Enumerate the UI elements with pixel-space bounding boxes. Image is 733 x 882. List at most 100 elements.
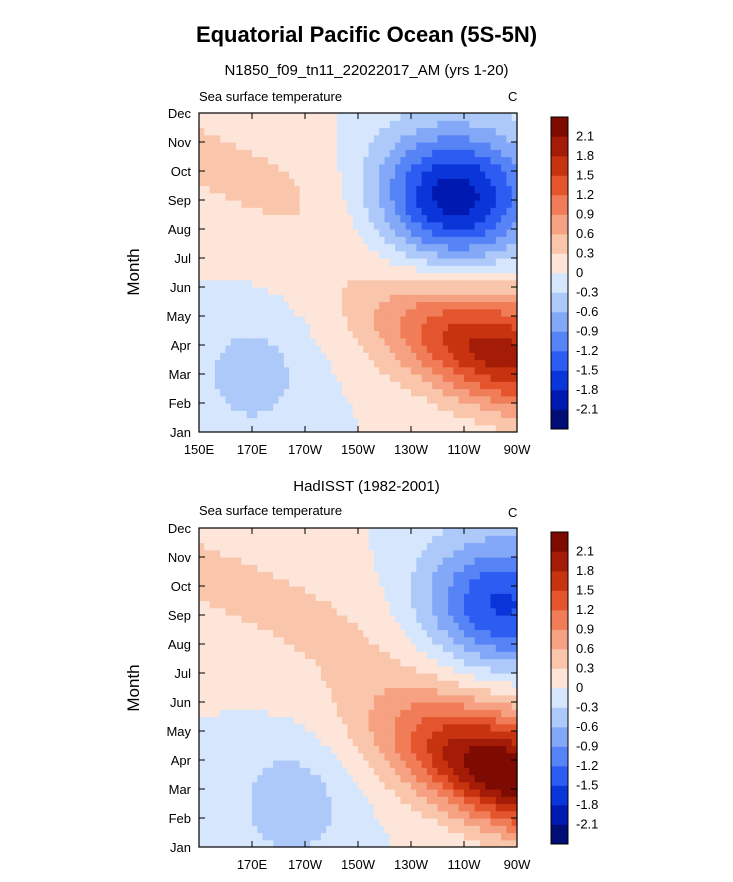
heatmap-cell: [278, 359, 285, 368]
heatmap-cell: [485, 192, 492, 201]
heatmap-cell: [209, 607, 216, 616]
heatmap-cell: [315, 359, 322, 368]
heatmap-cell: [416, 265, 423, 274]
heatmap-cell: [495, 200, 502, 208]
heatmap-cell: [511, 403, 518, 411]
heatmap-cell: [448, 323, 454, 332]
heatmap-cell: [363, 250, 370, 259]
heatmap-cell: [405, 723, 412, 732]
heatmap-cell: [358, 629, 364, 638]
heatmap-cell: [421, 258, 428, 266]
heatmap-cell: [506, 323, 513, 332]
heatmap-cell: [437, 200, 444, 208]
heatmap-cell: [373, 839, 380, 848]
heatmap-cell: [442, 272, 449, 281]
heatmap-cell: [479, 345, 486, 353]
heatmap-cell: [257, 185, 264, 194]
heatmap-cell: [485, 301, 492, 310]
heatmap-cell: [283, 767, 290, 776]
heatmap-cell: [384, 781, 391, 790]
heatmap-cell: [257, 832, 264, 841]
heatmap-cell: [331, 600, 338, 609]
heatmap-cell: [246, 323, 253, 332]
heatmap-cell: [283, 403, 290, 411]
heatmap-cell: [395, 388, 401, 397]
heatmap-cell: [241, 528, 248, 536]
heatmap-cell: [315, 214, 322, 223]
heatmap-cell: [368, 337, 375, 346]
heatmap-cell: [336, 352, 343, 361]
heatmap-cell: [426, 279, 433, 288]
heatmap-cell: [389, 615, 396, 623]
heatmap-cell: [411, 374, 417, 382]
heatmap-cell: [411, 403, 417, 411]
heatmap-cell: [273, 557, 280, 565]
heatmap-cell: [225, 200, 232, 208]
heatmap-cell: [331, 716, 338, 725]
heatmap-cell: [305, 134, 311, 143]
heatmap-cell: [464, 564, 470, 573]
heatmap-cell: [421, 214, 428, 223]
heatmap-cell: [225, 542, 232, 551]
heatmap-cell: [220, 542, 227, 551]
heatmap-cell: [442, 330, 449, 339]
heatmap-cell: [458, 229, 465, 237]
heatmap-cell: [230, 265, 237, 274]
heatmap-cell: [230, 810, 237, 819]
heatmap-cell: [305, 323, 311, 332]
heatmap-cell: [352, 745, 359, 754]
heatmap-cell: [453, 673, 460, 681]
heatmap-cell: [252, 410, 258, 419]
x-tick-label: 170E: [237, 442, 268, 457]
heatmap-cell: [368, 571, 375, 580]
heatmap-cell: [379, 738, 386, 747]
heatmap-cell: [405, 403, 412, 411]
heatmap-cell: [283, 680, 290, 689]
heatmap-cell: [220, 651, 227, 660]
heatmap-cell: [204, 294, 211, 303]
heatmap-cell: [252, 600, 258, 609]
heatmap-cell: [273, 810, 280, 819]
heatmap-cell: [490, 395, 497, 404]
heatmap-cell: [437, 352, 444, 361]
heatmap-cell: [352, 294, 359, 303]
heatmap-cell: [225, 557, 232, 565]
heatmap-cell: [320, 323, 327, 332]
heatmap-cell: [283, 593, 290, 602]
heatmap-cell: [214, 564, 221, 573]
heatmap-cell: [411, 760, 417, 768]
heatmap-cell: [209, 185, 216, 194]
heatmap-cell: [278, 221, 285, 230]
heatmap-cell: [358, 316, 364, 324]
heatmap-cell: [432, 163, 439, 172]
heatmap-cell: [448, 301, 454, 310]
heatmap-cell: [209, 337, 216, 346]
heatmap-cell: [384, 593, 391, 602]
heatmap-cell: [252, 680, 258, 689]
heatmap-cell: [342, 636, 348, 645]
heatmap-cell: [267, 214, 274, 223]
heatmap-cell: [315, 113, 322, 121]
heatmap-cell: [305, 789, 311, 797]
heatmap-cell: [230, 200, 237, 208]
heatmap-cell: [373, 658, 380, 667]
heatmap-cell: [305, 839, 311, 848]
heatmap-cell: [241, 636, 248, 645]
heatmap-cell: [474, 316, 481, 324]
heatmap-cell: [411, 629, 417, 638]
heatmap-cell: [405, 171, 412, 179]
heatmap-cell: [252, 258, 258, 266]
heatmap-cell: [289, 687, 295, 696]
colorbar-label: 0.3: [576, 246, 594, 261]
heatmap-cell: [363, 142, 370, 150]
heatmap-cell: [267, 381, 274, 390]
heatmap-cell: [262, 615, 269, 623]
heatmap-cell: [437, 207, 444, 216]
heatmap-cell: [199, 287, 205, 295]
heatmap-cell: [358, 716, 364, 725]
heatmap-cell: [506, 417, 513, 426]
heatmap-cell: [358, 796, 364, 805]
heatmap-cell: [373, 796, 380, 805]
heatmap-cell: [336, 694, 343, 703]
heatmap-cell: [241, 113, 248, 121]
